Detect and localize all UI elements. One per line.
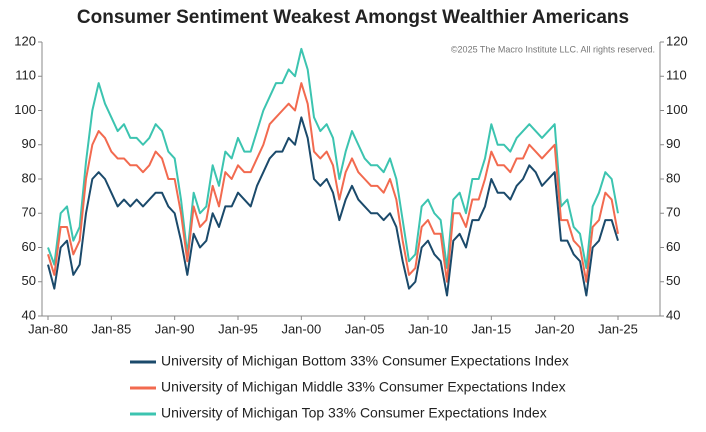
y2-tick-label: 70 (666, 205, 680, 220)
series-line (47, 47, 619, 270)
y2-tick-label: 120 (666, 33, 688, 48)
y-tick-label: 120 (14, 33, 36, 48)
y2-tick-label: 110 (666, 68, 687, 83)
y-tick-label: 100 (14, 102, 36, 117)
y2-tick-label: 90 (666, 136, 680, 151)
series-line (47, 116, 619, 297)
legend-label: University of Michigan Top 33% Consumer … (161, 405, 547, 421)
y-tick-label: 50 (22, 273, 36, 288)
x-tick-label: Jan-10 (408, 321, 448, 336)
copyright-note: ©2025 The Macro Institute LLC. All right… (451, 44, 655, 54)
series-line (47, 82, 619, 283)
x-tick-label: Jan-80 (28, 321, 68, 336)
x-tick-label: Jan-95 (218, 321, 258, 336)
y2-tick-label: 60 (666, 239, 680, 254)
x-tick-label: Jan-25 (598, 321, 638, 336)
y-tick-label: 90 (22, 136, 36, 151)
x-tick-label: Jan-15 (471, 321, 511, 336)
y2-tick-label: 80 (666, 170, 680, 185)
x-tick-label: Jan-20 (535, 321, 575, 336)
x-tick-label: Jan-90 (155, 321, 195, 336)
y-tick-label: 80 (22, 170, 36, 185)
y2-tick-label: 40 (666, 307, 680, 322)
x-tick-label: Jan-85 (91, 321, 131, 336)
y-tick-label: 70 (22, 205, 36, 220)
legend-label: University of Michigan Middle 33% Consum… (161, 379, 566, 395)
legend-label: University of Michigan Bottom 33% Consum… (161, 353, 569, 369)
chart-title: Consumer Sentiment Weakest Amongst Wealt… (77, 7, 629, 28)
x-tick-label: Jan-05 (345, 321, 385, 336)
y-tick-label: 60 (22, 239, 36, 254)
x-tick-label: Jan-00 (281, 321, 321, 336)
y2-tick-label: 50 (666, 273, 680, 288)
y2-tick-label: 100 (666, 102, 688, 117)
y-tick-label: 40 (22, 307, 36, 322)
y-tick-label: 110 (15, 68, 36, 83)
